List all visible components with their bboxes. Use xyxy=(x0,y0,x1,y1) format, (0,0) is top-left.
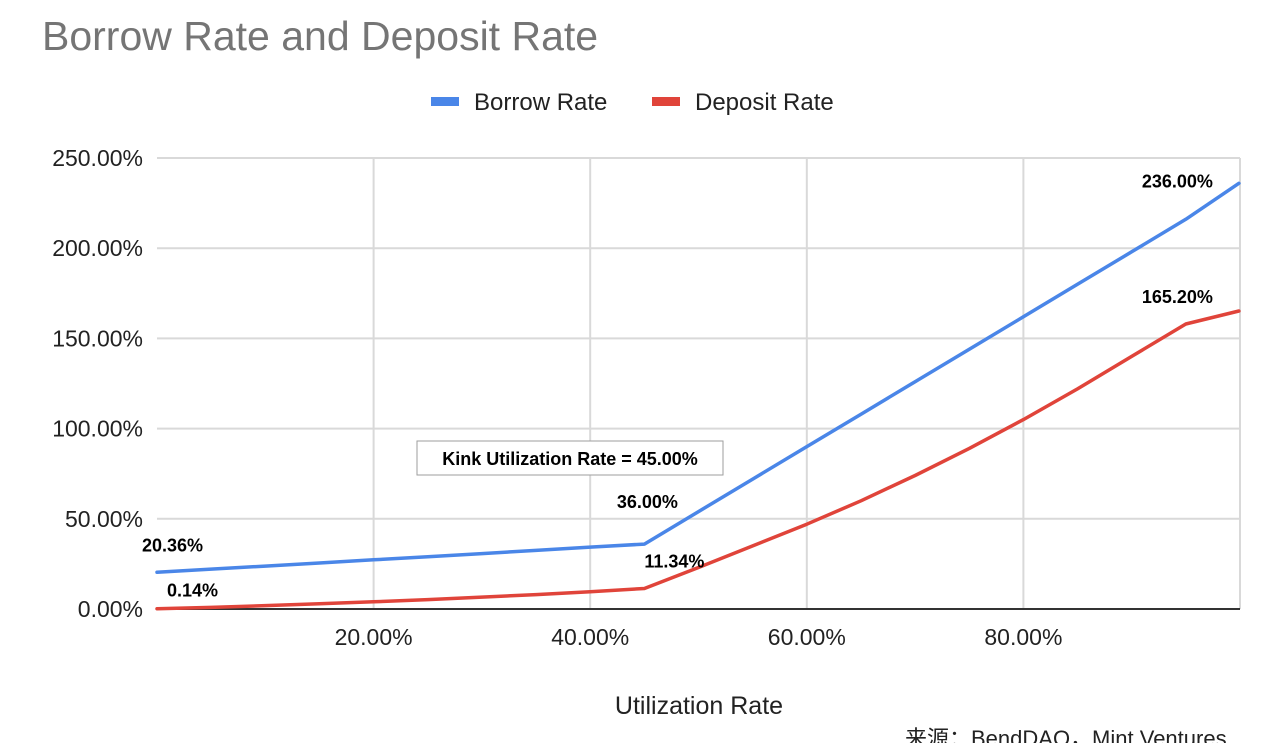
y-tick-label: 250.00% xyxy=(52,145,143,171)
legend-swatch-borrow-rate xyxy=(431,97,459,106)
x-tick-label: 60.00% xyxy=(768,624,846,650)
data-label: 36.00% xyxy=(617,492,678,512)
x-axis-title: Utilization Rate xyxy=(615,692,783,720)
data-label: 0.14% xyxy=(167,581,218,601)
y-tick-label: 100.00% xyxy=(52,416,143,442)
series-line-deposit-rate xyxy=(155,309,1241,611)
y-tick-label: 0.00% xyxy=(78,596,143,622)
series-line-borrow-rate xyxy=(155,181,1241,575)
kink-annotation-box xyxy=(416,440,724,476)
data-label: 236.00% xyxy=(1142,171,1213,191)
x-tick-label: 20.00% xyxy=(335,624,413,650)
legend-swatch-deposit-rate xyxy=(652,97,680,106)
x-tick-label: 40.00% xyxy=(551,624,629,650)
chart-title: Borrow Rate and Deposit Rate xyxy=(42,13,598,59)
data-label: 11.34% xyxy=(644,552,704,572)
series-lines xyxy=(155,181,1241,611)
legend: Borrow Rate Deposit Rate xyxy=(431,89,834,116)
y-tick-label: 200.00% xyxy=(52,235,143,261)
x-tick-label: 80.00% xyxy=(984,624,1062,650)
data-label: 20.36% xyxy=(142,535,203,555)
legend-label-deposit-rate: Deposit Rate xyxy=(695,89,834,116)
source-note: 来源：BendDAO，Mint Ventures xyxy=(905,726,1227,743)
kink-annotation: Kink Utilization Rate = 45.00% xyxy=(416,440,724,476)
data-labels: 20.36% 36.00% 236.00% 0.14% 11.34% 165.20% xyxy=(142,171,1213,600)
y-tick-label: 150.00% xyxy=(52,325,143,351)
data-label: 165.20% xyxy=(1142,287,1213,307)
axes: 0.00%50.00%100.00%150.00%200.00%250.00%2… xyxy=(52,145,1240,650)
kink-annotation-text: Kink Utilization Rate = 45.00% xyxy=(442,449,698,469)
gridlines xyxy=(157,157,1241,609)
legend-label-borrow-rate: Borrow Rate xyxy=(474,89,607,116)
y-tick-label: 50.00% xyxy=(65,506,143,532)
